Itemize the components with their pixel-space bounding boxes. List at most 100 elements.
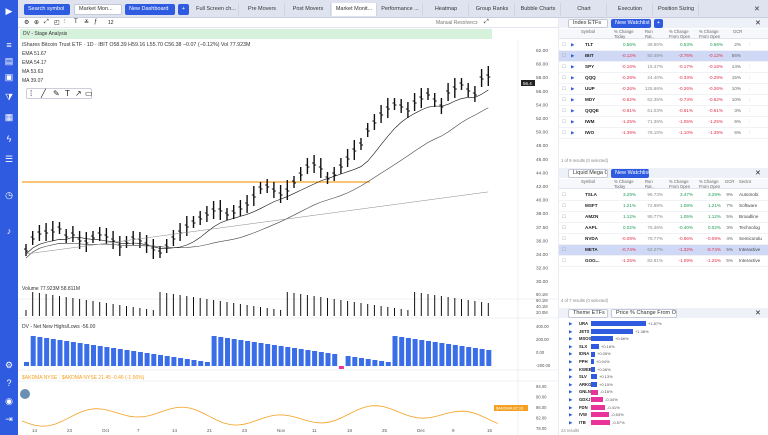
ray-tool-icon[interactable]: ↗ bbox=[75, 89, 82, 98]
more-icon[interactable]: ⋮ bbox=[747, 75, 752, 80]
symbol[interactable]: TSLA bbox=[585, 192, 597, 197]
play-icon[interactable]: ▶ bbox=[569, 412, 573, 418]
more-icon[interactable]: ⋮ bbox=[747, 119, 752, 124]
compare-icon[interactable]: ≚ bbox=[84, 20, 90, 26]
watchlist1-row[interactable]: ☐ ▶ UUP -0.26% 125.66% -0.26% -0.26% 10% ⋮ bbox=[559, 84, 768, 95]
theme-row[interactable]: ▶ PPH +0.04% bbox=[559, 358, 768, 365]
crosshair-icon[interactable]: ⊕ bbox=[34, 20, 40, 26]
watchlist3-close-icon[interactable]: ✕ bbox=[755, 310, 761, 317]
theme-row[interactable]: ▶ FDN -0.41% bbox=[559, 404, 768, 411]
symbol[interactable]: FDN bbox=[579, 404, 588, 410]
symbol[interactable]: ITB bbox=[579, 419, 586, 425]
play-icon[interactable]: ▶ bbox=[569, 419, 573, 425]
more-icon[interactable]: ⋮ bbox=[747, 42, 752, 47]
row-checkbox[interactable]: ☐ bbox=[562, 258, 567, 263]
row-checkbox[interactable]: ☐ bbox=[562, 86, 567, 91]
play-icon[interactable]: ▶ bbox=[571, 86, 575, 91]
row-checkbox[interactable]: ☐ bbox=[562, 97, 567, 102]
play-icon[interactable]: ▶ bbox=[569, 389, 573, 395]
tab-1[interactable]: Pre Movers bbox=[240, 3, 285, 16]
manual-resolve-toggle[interactable]: Manual Resolve bbox=[436, 20, 472, 26]
symbol[interactable]: SLV bbox=[579, 374, 587, 380]
symbol[interactable]: ARKG bbox=[579, 381, 592, 387]
tab-5[interactable]: Heatmap bbox=[424, 3, 469, 16]
symbol[interactable]: GNLN bbox=[579, 389, 591, 395]
symbol[interactable]: QQQ bbox=[585, 75, 596, 80]
tab-4[interactable]: Performance ... bbox=[378, 3, 423, 16]
theme-row[interactable]: ▶ KWEB +0.06% bbox=[559, 366, 768, 373]
more-icon[interactable]: ⋮ bbox=[747, 108, 752, 113]
play-icon[interactable]: ▶ bbox=[569, 321, 573, 326]
brush-tool-icon[interactable]: ✎ bbox=[53, 89, 60, 98]
theme-row[interactable]: ▶ IVW -0.53% bbox=[559, 411, 768, 418]
expand-icon[interactable]: ⤢ bbox=[44, 19, 49, 25]
new-dashboard-button[interactable]: New Dashboard bbox=[125, 4, 175, 15]
play-icon[interactable]: ▶ bbox=[571, 75, 575, 80]
watchlist1-new-button[interactable]: New Watchlist bbox=[611, 19, 651, 28]
row-checkbox[interactable]: ☐ bbox=[562, 192, 567, 197]
theme-row[interactable]: ▶ GNLN -0.16% bbox=[559, 388, 768, 395]
search-symbol-button[interactable]: Search symbol bbox=[24, 4, 70, 15]
symbol[interactable]: IWO bbox=[585, 130, 595, 135]
watchlist2-selector[interactable]: Liquid Mega C... bbox=[568, 169, 608, 178]
play-icon[interactable]: ▶ bbox=[569, 336, 573, 342]
symbol[interactable]: IDNA bbox=[579, 351, 590, 357]
layout-icon[interactable]: ▣ bbox=[4, 72, 14, 82]
row-checkbox[interactable]: ☐ bbox=[562, 130, 567, 135]
symbol[interactable]: GDXJ bbox=[579, 397, 591, 402]
logout-icon[interactable]: ⇥ bbox=[5, 414, 13, 424]
play-icon[interactable]: ▶ bbox=[569, 397, 573, 402]
theme-row[interactable]: ▶ IDNA +0.05% bbox=[559, 350, 768, 357]
row-checkbox[interactable]: ☐ bbox=[562, 53, 567, 58]
row-checkbox[interactable]: ☐ bbox=[562, 225, 567, 230]
theme-row[interactable]: ▶ GDXJ -0.34% bbox=[559, 396, 768, 403]
play-icon[interactable]: ▶ bbox=[569, 381, 573, 387]
watchlist1-row[interactable]: ☐ ▶ IBIT -0.12% 50.48% -3.76% -0.12% 56% ⋮ bbox=[559, 51, 768, 62]
watchlist2-row[interactable]: ☐ AAPL 0.02% 76.46% -0.40% 0.02% 3% Technolog bbox=[559, 223, 768, 234]
symbol[interactable]: IBIT bbox=[585, 53, 594, 58]
tab-10[interactable]: Position Sizing bbox=[654, 3, 699, 16]
watchlist1-row[interactable]: ☐ ▶ SPY -0.16% 15.47% -0.17% -0.16% 14% ⋮ bbox=[559, 62, 768, 73]
text-tool-icon[interactable]: T bbox=[74, 19, 78, 25]
play-icon[interactable]: ▶ bbox=[569, 359, 573, 364]
row-checkbox[interactable]: ☐ bbox=[562, 247, 567, 252]
text-tool-icon[interactable]: T bbox=[65, 89, 70, 98]
watchlist1-row[interactable]: ☐ ▶ IWM -1.25% 71.36% -1.05% -1.25% 6% ⋮ bbox=[559, 117, 768, 128]
symbol[interactable]: MDY bbox=[585, 97, 596, 102]
theme-row[interactable]: ▶ ARKG +0.15% bbox=[559, 381, 768, 388]
symbol[interactable]: KWEB bbox=[579, 366, 592, 372]
symbol[interactable]: NVDA bbox=[585, 236, 599, 241]
list-icon[interactable]: ☰ bbox=[4, 154, 14, 164]
price-chart[interactable]: 62.00 60.00 58.00 56.00 54.00 52.00 50.00 48.00… bbox=[18, 18, 558, 435]
play-icon[interactable]: ▶ bbox=[571, 42, 575, 47]
watchlist1-row[interactable]: ☐ ▶ QQQ -0.28% 24.40% -0.33% -0.28% 15% ⋮ bbox=[559, 73, 768, 84]
play-icon[interactable]: ▶ bbox=[569, 351, 573, 357]
tab-2[interactable]: Post Movers bbox=[286, 3, 331, 16]
row-checkbox[interactable]: ☐ bbox=[562, 75, 567, 80]
watchlist2-row[interactable]: ☐ META -0.74% 62.27% -1.32% -0.74% 5% Interacti… bbox=[559, 245, 768, 256]
symbol[interactable]: IVW bbox=[579, 412, 587, 418]
add-button[interactable]: + bbox=[178, 4, 189, 15]
tab-3[interactable]: Market Monit... bbox=[332, 3, 377, 16]
tab-9[interactable]: Execution bbox=[608, 3, 653, 16]
screenshot-icon[interactable]: ◰ bbox=[54, 20, 60, 26]
tab-7[interactable]: Bubble Charts bbox=[516, 3, 561, 16]
row-checkbox[interactable]: ☐ bbox=[562, 214, 567, 219]
symbol[interactable]: GOG... bbox=[585, 258, 600, 263]
row-checkbox[interactable]: ☐ bbox=[562, 42, 567, 47]
more-icon[interactable]: ⋮ bbox=[747, 97, 752, 102]
play-icon[interactable]: ▶ bbox=[569, 404, 573, 410]
play-icon[interactable]: ▶ bbox=[569, 374, 573, 380]
watchlist1-selector[interactable]: Index ETFs bbox=[568, 19, 608, 28]
play-icon[interactable]: ▶ bbox=[569, 343, 573, 349]
watchlist2-new-button[interactable]: New Watchlist bbox=[611, 169, 649, 178]
filter-icon[interactable]: ⧩ bbox=[4, 92, 14, 102]
chart-settings-icon[interactable]: ⚙ bbox=[24, 20, 30, 26]
theme-row[interactable]: ▶ JETS +1.38% bbox=[559, 328, 768, 335]
more-icon[interactable]: ⋮ bbox=[747, 64, 752, 69]
symbol[interactable]: URA bbox=[579, 321, 589, 326]
watchlist2-close-icon[interactable]: ✕ bbox=[755, 170, 761, 177]
watchlist2-row[interactable]: ☐ GOG... -1.25% 82.81% -1.09% -1.25% 5% Interac… bbox=[559, 256, 768, 267]
more-icon[interactable]: ⋮ bbox=[747, 130, 752, 135]
watchlist2-row[interactable]: ☐ MSFT 1.21% 72.98% 1.08% 1.21% 7% Software bbox=[559, 201, 768, 212]
